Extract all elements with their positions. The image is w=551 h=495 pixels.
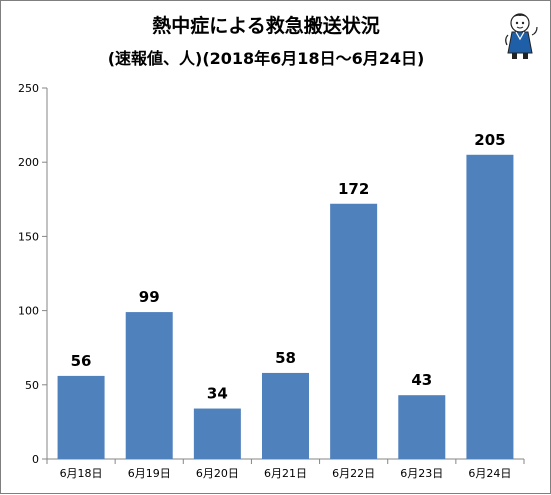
bar: [398, 395, 446, 459]
data-label: 56: [71, 352, 92, 370]
y-tick-label: 150: [18, 230, 39, 243]
data-label: 172: [338, 180, 369, 198]
bar: [193, 408, 241, 459]
data-label: 43: [411, 371, 432, 389]
x-tick-label: 6月23日: [400, 467, 443, 480]
bar: [57, 375, 105, 459]
data-label: 205: [474, 131, 505, 149]
y-tick-label: 50: [25, 379, 39, 392]
y-tick-label: 0: [32, 453, 39, 466]
data-label: 34: [207, 385, 228, 403]
x-tick-label: 6月22日: [332, 467, 375, 480]
y-tick-label: 250: [18, 82, 39, 95]
x-tick-label: 6月21日: [264, 467, 307, 480]
x-tick-label: 6月19日: [128, 467, 171, 480]
x-tick-label: 6月20日: [196, 467, 239, 480]
bar: [466, 154, 514, 459]
mascot-character-icon: [505, 13, 538, 59]
y-tick-label: 200: [18, 156, 39, 169]
bar: [125, 312, 173, 459]
plot-area: 0 50 100 150 200 250 56 6月18日 99 6月19日 34 6月20日 58 6月…: [18, 82, 525, 480]
bar: [262, 372, 309, 459]
x-tick-label: 6月24日: [468, 467, 511, 480]
chart-subtitle: (速報値、人)(2018年6月18日～6月24日): [108, 49, 425, 68]
data-label: 99: [139, 288, 160, 306]
x-tick-label: 6月18日: [60, 467, 103, 480]
data-label: 58: [275, 349, 296, 367]
bar: [330, 203, 378, 459]
y-tick-label: 100: [18, 305, 39, 318]
chart-title: 熱中症による救急搬送状況: [152, 14, 379, 37]
